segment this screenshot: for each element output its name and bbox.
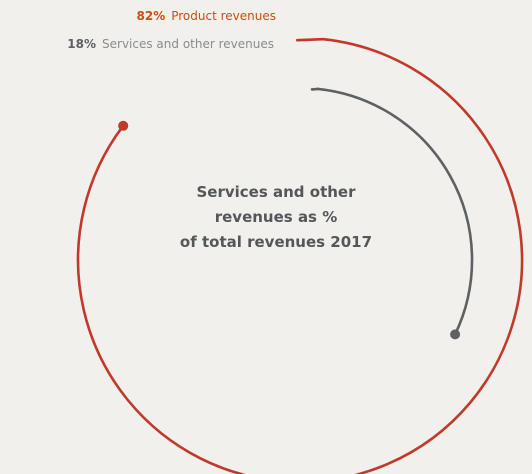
services-revenues-arc: [316, 87, 474, 336]
product-revenues-percent: 82%: [136, 9, 166, 23]
legend-services-revenues: 18% Services and other revenues: [67, 36, 274, 52]
services-revenues-label: Services and other revenues: [102, 37, 274, 51]
legend-product-revenues: 82% Product revenues: [137, 8, 277, 24]
services-revenues-percent: 18%: [67, 37, 97, 51]
chart-title-line-3: of total revenues 2017: [179, 233, 373, 251]
chart-title-line-1: Services and other: [196, 183, 356, 201]
services-revenues-end-dot: [450, 329, 461, 340]
product-revenues-label: Product revenues: [171, 9, 276, 23]
chart-title: Services and other revenues as % of tota…: [176, 180, 376, 255]
product-revenues-arc: [76, 37, 524, 474]
product-revenues-end-dot: [118, 120, 129, 131]
services-revenues-leader-line: [310, 87, 320, 91]
chart-title-line-2: revenues as %: [214, 208, 338, 226]
product-revenues-leader-line: [295, 37, 325, 42]
